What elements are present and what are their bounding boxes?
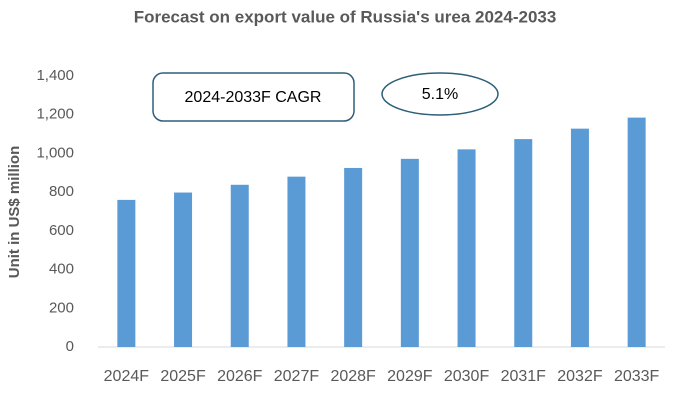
x-tick-label: 2030F xyxy=(444,368,490,385)
y-tick-label: 1,000 xyxy=(36,144,74,161)
y-tick-label: 0 xyxy=(66,338,74,355)
x-tick-label: 2031F xyxy=(501,368,547,385)
y-tick-label: 400 xyxy=(49,261,74,278)
annotation-text: 5.1% xyxy=(422,86,458,103)
x-tick-label: 2026F xyxy=(217,368,263,385)
x-tick-label: 2032F xyxy=(557,368,603,385)
bar xyxy=(400,158,419,347)
x-tick-label: 2029F xyxy=(387,368,433,385)
x-tick-label: 2025F xyxy=(160,368,206,385)
bar xyxy=(514,139,533,347)
annotation-ellipse xyxy=(381,72,499,116)
x-tick-label: 2027F xyxy=(274,368,320,385)
bar xyxy=(117,199,136,347)
bar xyxy=(570,128,589,347)
x-tick-label: 2024F xyxy=(104,368,150,385)
annotation-box xyxy=(152,72,355,122)
chart-title: Forecast on export value of Russia's ure… xyxy=(134,7,557,26)
y-tick-label: 1,400 xyxy=(36,67,74,84)
x-tick-label: 2028F xyxy=(330,368,376,385)
y-axis-title: Unit in US$ million xyxy=(6,146,23,279)
bar xyxy=(344,167,363,347)
x-tick-label: 2033F xyxy=(614,368,660,385)
bar xyxy=(457,149,476,347)
y-tick-label: 600 xyxy=(49,222,74,239)
bar xyxy=(287,176,306,347)
bar xyxy=(230,184,249,347)
bar xyxy=(174,192,193,347)
y-tick-label: 200 xyxy=(49,299,74,316)
bar xyxy=(627,117,646,347)
annotation-text: 2024-2033F CAGR xyxy=(185,89,322,106)
y-tick-label: 800 xyxy=(49,183,74,200)
y-tick-label: 1,200 xyxy=(36,106,74,123)
